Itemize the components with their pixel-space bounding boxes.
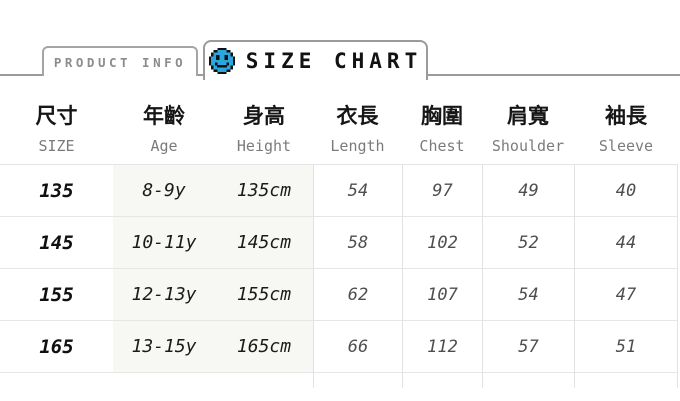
header-en: SIZE <box>38 137 75 155</box>
chest-value: 102 <box>402 217 482 269</box>
tab-product-info-label: PRODUCT INFO <box>53 54 187 70</box>
smiley-icon <box>208 48 235 74</box>
tab-size-chart-label: SIZE CHART <box>245 49 423 73</box>
header-zh: 胸圍 <box>421 105 463 128</box>
column-header-length: 衣長 Length <box>313 95 402 165</box>
column-header-height: 身高 Height <box>215 95 313 165</box>
header-en: Chest <box>419 137 465 155</box>
height-value: 145cm <box>215 217 313 269</box>
length-value: 58 <box>313 217 402 269</box>
header-zh: 年齡 <box>143 105 185 128</box>
age-value: 8-9y <box>113 165 215 217</box>
shoulder-value: 52 <box>482 217 574 269</box>
header-zh: 尺寸 <box>35 105 78 128</box>
sleeve-value: 44 <box>574 217 678 269</box>
height-value: 165cm <box>215 321 313 373</box>
column-header-chest: 胸圍 Chest <box>402 95 482 165</box>
chest-value: 107 <box>402 269 482 321</box>
header-zh: 身高 <box>243 105 285 128</box>
sleeve-value: 40 <box>574 165 678 217</box>
shoulder-value: 54 <box>482 269 574 321</box>
height-value: 155cm <box>215 269 313 321</box>
header-zh: 肩寬 <box>507 105 549 128</box>
chest-value: 112 <box>402 321 482 373</box>
column-header-size: 尺寸 SIZE <box>0 95 113 165</box>
length-value: 54 <box>313 165 402 217</box>
header-zh: 袖長 <box>605 105 647 128</box>
size-chart-table: 尺寸 SIZE 年齡 Age 身高 Height 衣長 Length 胸圍 Ch… <box>0 95 678 388</box>
length-value: 66 <box>313 321 402 373</box>
chest-value: 97 <box>402 165 482 217</box>
age-value: 12-13y <box>113 269 215 321</box>
header-en: Height <box>236 137 292 155</box>
tab-product-info[interactable]: PRODUCT INFO <box>42 46 198 76</box>
shoulder-value: 49 <box>482 165 574 217</box>
column-header-age: 年齡 Age <box>113 95 215 165</box>
header-en: Shoulder <box>491 137 565 155</box>
shoulder-value: 57 <box>482 321 574 373</box>
age-value: 10-11y <box>113 217 215 269</box>
height-value: 135cm <box>215 165 313 217</box>
column-header-shoulder: 肩寬 Shoulder <box>482 95 574 165</box>
length-value: 62 <box>313 269 402 321</box>
size-value: 135 <box>0 165 113 217</box>
header-en: Age <box>150 137 178 155</box>
size-value: 145 <box>0 217 113 269</box>
column-header-sleeve: 袖長 Sleeve <box>574 95 678 165</box>
sleeve-value: 51 <box>574 321 678 373</box>
header-en: Sleeve <box>598 137 654 155</box>
age-value: 13-15y <box>113 321 215 373</box>
sleeve-value: 47 <box>574 269 678 321</box>
header-en: Length <box>330 137 385 155</box>
size-value: 165 <box>0 321 113 373</box>
tab-size-chart[interactable]: SIZE CHART <box>203 40 428 80</box>
size-value: 155 <box>0 269 113 321</box>
header-zh: 衣長 <box>336 105 379 128</box>
